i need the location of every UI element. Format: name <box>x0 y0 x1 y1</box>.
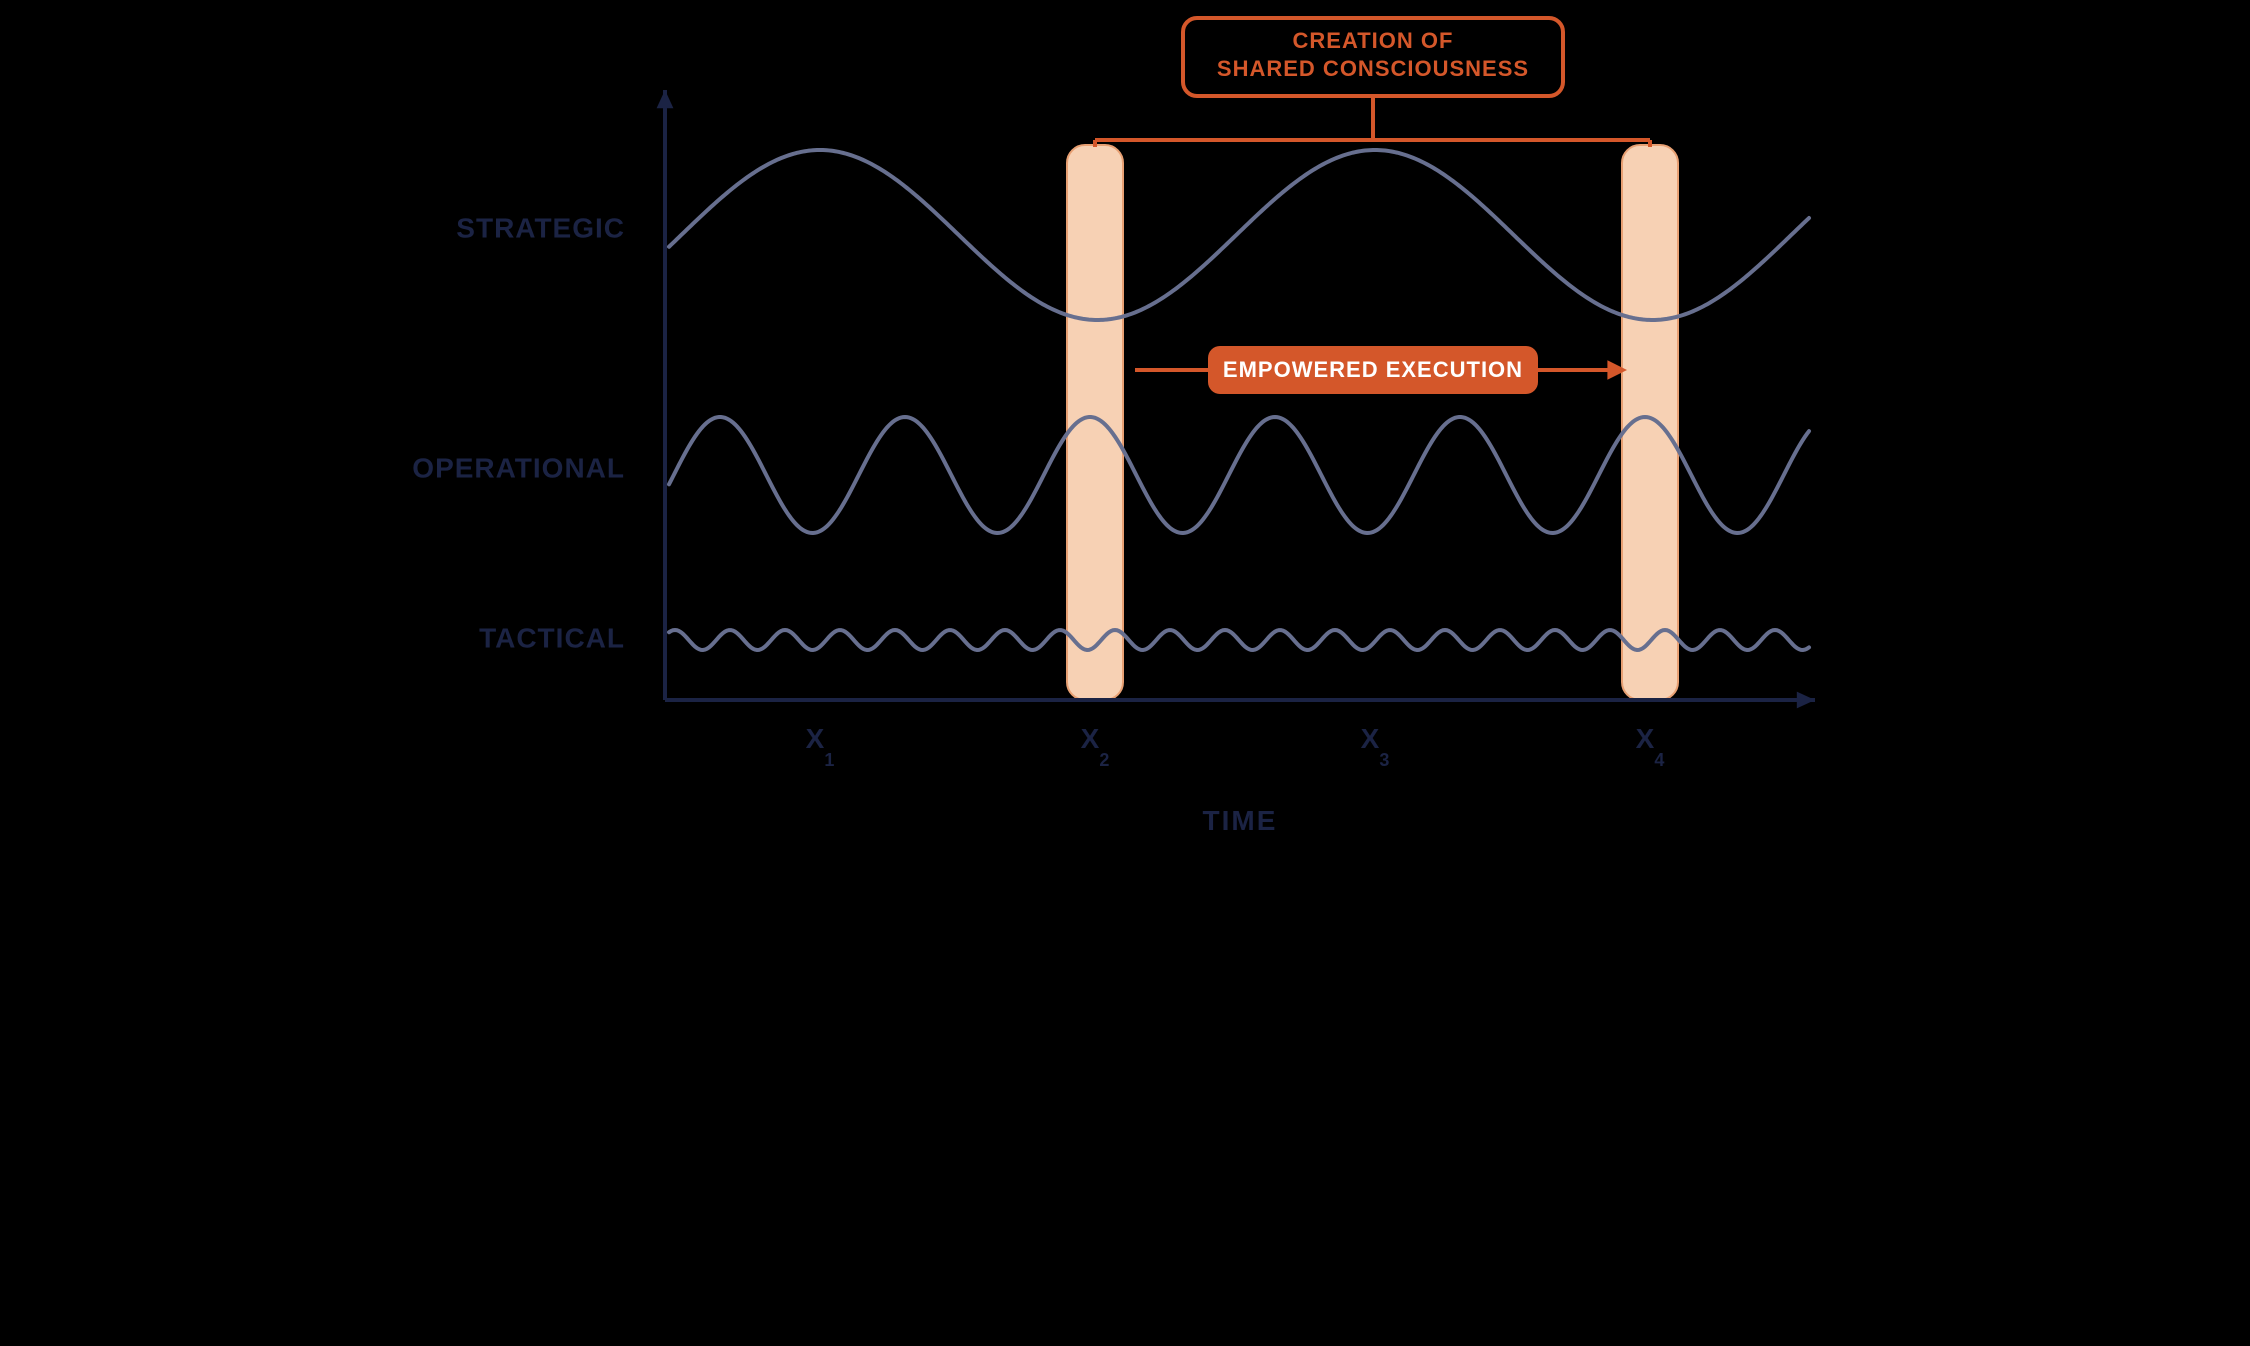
pill-group: EMPOWERED EXECUTION <box>1135 346 1627 394</box>
x-tick-2: X2 <box>1081 723 1110 770</box>
y-label-strategic: STRATEGIC <box>456 212 625 243</box>
diagram-stage: STRATEGIC OPERATIONAL TACTICAL X1 X2 X3 X4 TIME… <box>375 0 1875 900</box>
x-ticks: X1 X2 X3 X4 <box>806 723 1665 770</box>
y-label-operational: OPERATIONAL <box>412 452 625 483</box>
callout-line2: SHARED CONSCIOUSNESS <box>1217 56 1529 81</box>
highlight-bands <box>1067 145 1678 700</box>
x-tick-1: X1 <box>806 723 835 770</box>
y-labels: STRATEGIC OPERATIONAL TACTICAL <box>412 212 625 653</box>
callout-group: CREATION OF SHARED CONSCIOUSNESS <box>1095 18 1650 147</box>
pill-label: EMPOWERED EXECUTION <box>1223 357 1523 382</box>
x-tick-3: X3 <box>1361 723 1390 770</box>
x-axis-label: TIME <box>1203 805 1278 836</box>
x-axis-arrow-icon <box>1797 692 1815 709</box>
y-axis-arrow-icon <box>657 90 674 108</box>
x-tick-4: X4 <box>1636 723 1665 770</box>
diagram-svg: STRATEGIC OPERATIONAL TACTICAL X1 X2 X3 X4 TIME… <box>375 0 1875 900</box>
callout-line1: CREATION OF <box>1293 28 1454 53</box>
y-label-tactical: TACTICAL <box>479 622 625 653</box>
